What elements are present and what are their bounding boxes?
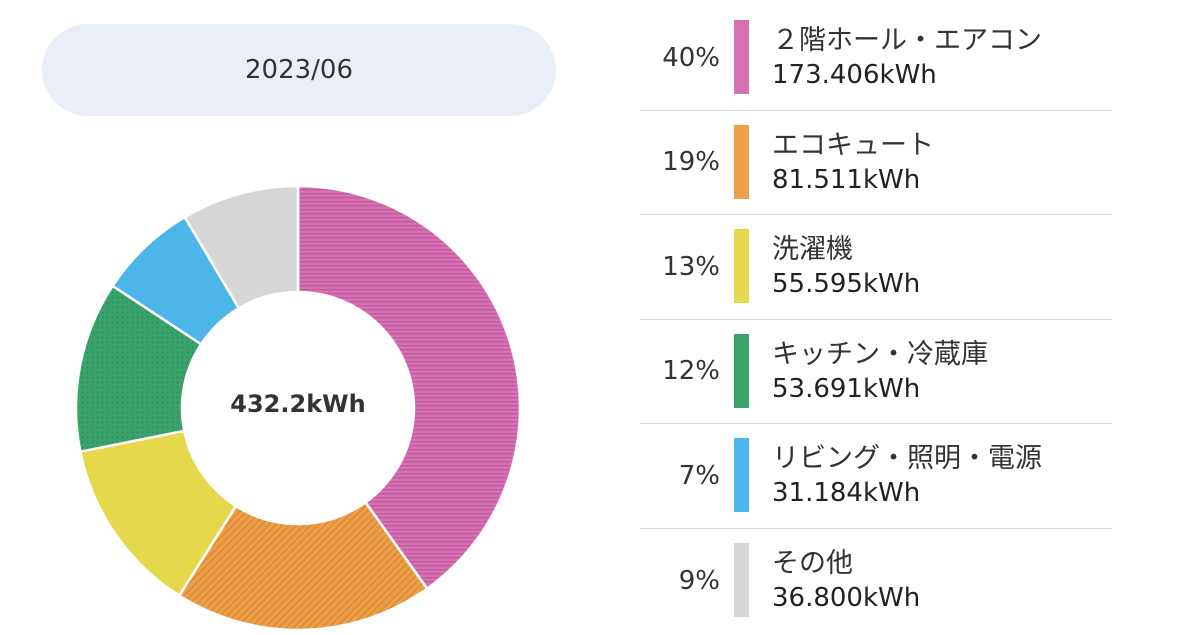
total-label: 432.2kWh xyxy=(230,390,365,418)
slice-other[interactable] xyxy=(183,184,300,310)
legend-label: キッチン・冷蔵庫 xyxy=(772,338,988,370)
slice-aircon[interactable] xyxy=(296,184,522,591)
legend-label: その他 xyxy=(772,547,853,579)
legend-item[interactable]: 7% リビング・照明・電源 31.184kWh xyxy=(640,424,1112,529)
legend-value: 55.595kWh xyxy=(772,269,921,299)
legend-label: ２階ホール・エアコン xyxy=(772,25,1042,56)
slice-ecocute[interactable] xyxy=(177,500,429,632)
legend-value: 31.184kWh xyxy=(772,478,921,508)
legend-label: エコキュート xyxy=(772,129,934,161)
legend-value: 53.691kWh xyxy=(772,373,921,404)
legend-value: 173.406kWh xyxy=(772,60,937,90)
donut-chart: 432.2kWh xyxy=(74,184,522,632)
legend-item[interactable]: 9% その他 36.800kWh xyxy=(640,529,1112,634)
legend-swatch xyxy=(734,20,749,94)
legend-percent: 40% xyxy=(662,42,720,73)
legend-value: 81.511kWh xyxy=(772,164,921,195)
legend-swatch xyxy=(734,542,749,617)
legend-swatch xyxy=(734,333,749,408)
legend-swatch xyxy=(734,124,749,199)
period-selector[interactable]: 2023/06 xyxy=(42,24,556,116)
period-label: 2023/06 xyxy=(244,55,353,85)
legend-swatch xyxy=(734,229,749,303)
legend-percent: 9% xyxy=(678,565,720,596)
legend-percent: 12% xyxy=(662,356,720,387)
legend-swatch xyxy=(734,438,749,512)
legend-item[interactable]: 19% エコキュート 81.511kWh xyxy=(640,111,1112,215)
legend-percent: 19% xyxy=(662,147,720,178)
legend-item[interactable]: 13% 洗濯機 55.595kWh xyxy=(640,215,1112,320)
legend-label: 洗濯機 xyxy=(772,234,853,265)
legend-label: リビング・照明・電源 xyxy=(772,443,1042,474)
legend-item[interactable]: 12% キッチン・冷蔵庫 53.691kWh xyxy=(640,320,1112,424)
legend-percent: 13% xyxy=(662,251,720,282)
legend: 40% ２階ホール・エアコン 173.406kWh 19% エコキュート 81.… xyxy=(640,6,1112,633)
legend-value: 36.800kWh xyxy=(772,582,921,613)
legend-percent: 7% xyxy=(678,460,720,491)
legend-item[interactable]: 40% ２階ホール・エアコン 173.406kWh xyxy=(640,6,1112,111)
